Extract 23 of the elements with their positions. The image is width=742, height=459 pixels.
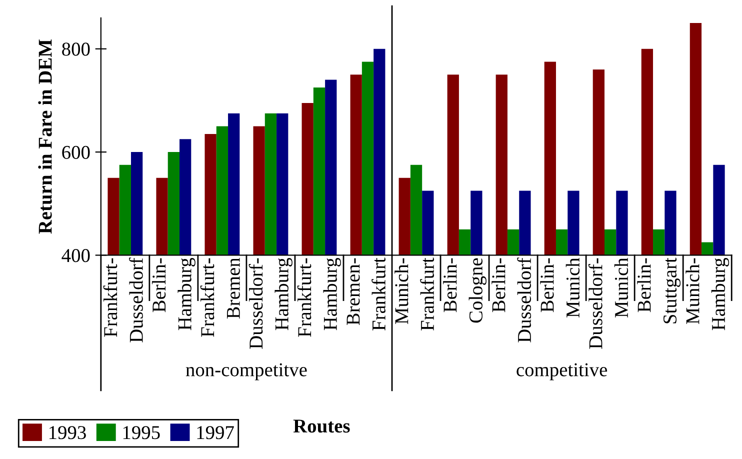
- y-tick-label: 600: [62, 146, 90, 159]
- y-tick-label: 400: [62, 249, 90, 262]
- x-tick-label: Bremen- Frankfurt: [346, 258, 386, 330]
- x-tick-label: Dusseldorf- Hamburg: [248, 258, 292, 349]
- y-tick-label: 800: [62, 42, 90, 56]
- legend-label: 1997: [197, 426, 234, 440]
- x-tick-label: Munich- Hamburg: [686, 258, 730, 330]
- x-tick-label: Berlin- Stuttgart: [637, 258, 681, 324]
- x-tick-label: Berlin- Cologne: [443, 258, 486, 323]
- x-axis-title: Routes: [293, 420, 350, 433]
- text: competitive: [516, 363, 608, 380]
- x-tick-label: Berlin- Hamburg: [152, 258, 196, 330]
- x-tick-label: Frankfurt- Bremen: [200, 258, 240, 337]
- x-tick-label: Dusseldorf- Munich: [588, 258, 628, 349]
- x-tick-label: Munich- Frankfurt: [394, 258, 434, 330]
- text: non-competitve: [186, 363, 307, 380]
- legend-label: 1995: [123, 426, 160, 440]
- x-tick-label: Berlin- Dusseldorf: [492, 258, 532, 342]
- x-tick-label: Berlin- Munich: [540, 258, 580, 318]
- y-axis-title: Return in Fare in DEM: [38, 40, 52, 234]
- x-tick-label: Frankfurt- Hamburg: [297, 258, 341, 337]
- legend-label: 1993: [50, 426, 86, 440]
- x-tick-label: Frankfurt- Dusseldorf: [103, 258, 143, 342]
